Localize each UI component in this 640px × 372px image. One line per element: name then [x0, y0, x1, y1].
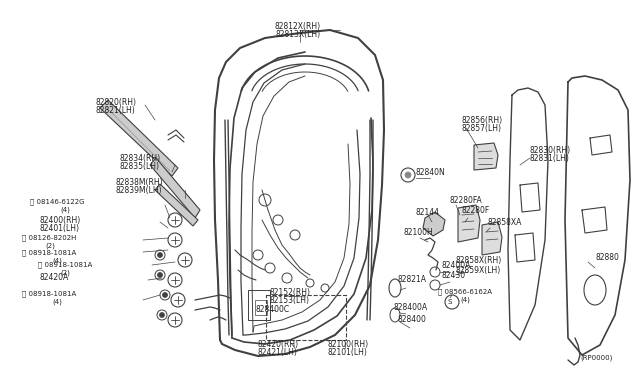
Text: 82856(RH): 82856(RH): [462, 115, 503, 125]
Text: 82100H: 82100H: [404, 228, 434, 237]
Text: (RP0000): (RP0000): [580, 355, 612, 361]
Text: 828400C: 828400C: [255, 305, 289, 314]
Bar: [248, 290, 270, 320]
Text: 82280FA: 82280FA: [450, 196, 483, 205]
Text: (2): (2): [45, 243, 55, 249]
Text: 82830(RH): 82830(RH): [530, 145, 571, 154]
Text: S: S: [448, 299, 452, 305]
Text: Ⓝ 08918-1081A: Ⓝ 08918-1081A: [22, 250, 76, 256]
Polygon shape: [100, 100, 178, 176]
Polygon shape: [150, 158, 200, 218]
Text: 82834(RH): 82834(RH): [120, 154, 161, 163]
Text: (4): (4): [52, 258, 62, 264]
Text: 82858X(RH): 82858X(RH): [456, 256, 502, 264]
Circle shape: [159, 312, 164, 317]
Circle shape: [405, 172, 411, 178]
Polygon shape: [155, 184, 198, 226]
Text: 82430: 82430: [442, 272, 466, 280]
Circle shape: [163, 292, 168, 298]
Text: 828400A: 828400A: [394, 304, 428, 312]
Bar: [255, 300, 267, 315]
Text: 82820(RH): 82820(RH): [95, 97, 136, 106]
Text: 82420A: 82420A: [40, 273, 69, 282]
Text: 82400A: 82400A: [442, 260, 472, 269]
Text: (4): (4): [460, 297, 470, 303]
Text: 82838M(RH): 82838M(RH): [115, 177, 163, 186]
Text: 82420(RH): 82420(RH): [258, 340, 299, 349]
Text: 82153(LH): 82153(LH): [270, 295, 310, 305]
Text: 82421(LH): 82421(LH): [258, 347, 298, 356]
Text: (4): (4): [52, 299, 62, 305]
Polygon shape: [474, 143, 498, 170]
Polygon shape: [423, 212, 445, 236]
Circle shape: [157, 273, 163, 278]
Text: 82400(RH): 82400(RH): [40, 215, 81, 224]
Text: 82835(LH): 82835(LH): [120, 161, 160, 170]
Text: (2): (2): [60, 270, 70, 276]
Text: 82857(LH): 82857(LH): [462, 124, 502, 132]
Text: (4): (4): [60, 207, 70, 213]
Text: Ⓝ 08918-1081A: Ⓝ 08918-1081A: [38, 262, 92, 268]
Text: 82840N: 82840N: [415, 167, 445, 176]
Text: 82859X(LH): 82859X(LH): [456, 266, 501, 275]
Text: 828400: 828400: [398, 315, 427, 324]
Text: 82858XA: 82858XA: [488, 218, 522, 227]
Text: 82401(LH): 82401(LH): [40, 224, 80, 232]
Text: 82152(RH): 82152(RH): [270, 288, 311, 296]
Text: 82280F: 82280F: [462, 205, 490, 215]
Circle shape: [157, 253, 163, 257]
Text: 82101(LH): 82101(LH): [328, 347, 368, 356]
Text: Ⓑ 08146-6122G: Ⓑ 08146-6122G: [30, 199, 84, 205]
Polygon shape: [482, 222, 502, 255]
Text: 82821A: 82821A: [398, 276, 427, 285]
Text: 82839M(LH): 82839M(LH): [115, 186, 162, 195]
Text: 82144: 82144: [415, 208, 439, 217]
Bar: [266, 295, 346, 340]
Text: Ⓡ 08126-8202H: Ⓡ 08126-8202H: [22, 235, 76, 241]
Text: Ⓢ 08566-6162A: Ⓢ 08566-6162A: [438, 289, 492, 295]
Text: 82813X(LH): 82813X(LH): [275, 29, 321, 38]
Text: 82100(RH): 82100(RH): [328, 340, 369, 349]
Text: 82831(LH): 82831(LH): [530, 154, 570, 163]
Text: 82880: 82880: [595, 253, 619, 263]
Text: 82821(LH): 82821(LH): [95, 106, 135, 115]
Text: 82812X(RH): 82812X(RH): [275, 22, 321, 31]
Text: Ⓝ 08918-1081A: Ⓝ 08918-1081A: [22, 291, 76, 297]
Polygon shape: [458, 205, 480, 242]
